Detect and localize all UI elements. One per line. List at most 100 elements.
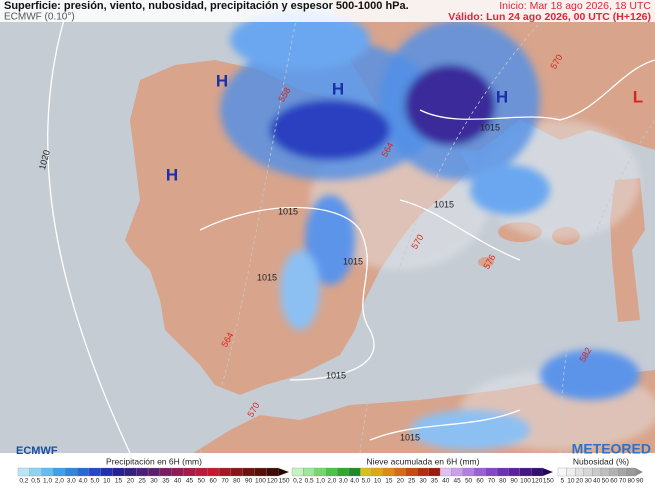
legend-label: 25 bbox=[139, 478, 147, 485]
legend-swatch bbox=[218, 467, 232, 477]
legend-label: 80 bbox=[499, 478, 507, 485]
legend-label: 0,5 bbox=[305, 478, 314, 485]
model: ECMWF (0.10°) bbox=[4, 12, 75, 23]
legend-swatch bbox=[635, 468, 643, 476]
legend-swatch bbox=[583, 467, 593, 477]
isobar-label: 1015 bbox=[343, 256, 363, 266]
isobar-label: 1015 bbox=[257, 272, 277, 282]
legend-label: 70 bbox=[221, 478, 229, 485]
pressure-center: H bbox=[332, 79, 344, 98]
legend-label: 20 bbox=[127, 478, 135, 485]
legend-label: 90 bbox=[636, 478, 644, 485]
legend-swatch bbox=[242, 467, 255, 477]
legend-swatch bbox=[147, 467, 161, 477]
title: Superficie: presión, viento, nubosidad, … bbox=[4, 0, 409, 12]
isobar-label: 1015 bbox=[434, 199, 454, 209]
legend-label: 20 bbox=[397, 478, 405, 485]
legend-label: 120 bbox=[531, 478, 542, 485]
legend-swatch bbox=[76, 467, 90, 477]
legend-swatch bbox=[600, 467, 610, 477]
legend-label: 30 bbox=[150, 478, 158, 485]
legend-swatch bbox=[183, 467, 196, 477]
legend-label: 100 bbox=[520, 478, 531, 485]
legend-swatch bbox=[542, 468, 553, 476]
legend-swatch bbox=[207, 467, 220, 477]
legend-label: 1,0 bbox=[43, 478, 52, 485]
legend-swatch bbox=[531, 467, 543, 477]
legend-swatch bbox=[348, 467, 361, 477]
legend-swatch bbox=[291, 467, 304, 477]
legend-label: 2,0 bbox=[327, 478, 336, 485]
legend-swatch bbox=[124, 467, 137, 477]
legend-label: 5,0 bbox=[90, 478, 99, 485]
legend-label: 150 bbox=[279, 478, 290, 485]
legend-swatch bbox=[65, 467, 78, 477]
legend-swatch bbox=[417, 467, 429, 477]
legend-swatch bbox=[159, 467, 172, 477]
legend-label: 60 bbox=[610, 478, 618, 485]
pressure-center: L bbox=[633, 87, 643, 106]
legend-swatch bbox=[496, 467, 509, 477]
legend-label: 50 bbox=[198, 478, 206, 485]
legend-swatch bbox=[266, 467, 279, 477]
legend-swatch bbox=[519, 467, 532, 477]
legend-label: 90 bbox=[245, 478, 253, 485]
legend-label: 40 bbox=[174, 478, 182, 485]
legend-swatch bbox=[382, 467, 395, 477]
legend-swatch bbox=[575, 467, 584, 477]
legend-label: 45 bbox=[186, 478, 194, 485]
legend-label: 0,2 bbox=[293, 478, 302, 485]
legend-title: Nieve acumulada en 6H (mm) bbox=[367, 456, 480, 466]
precipitation bbox=[220, 10, 640, 450]
legend-swatch bbox=[254, 467, 267, 477]
legend-swatch bbox=[337, 467, 350, 477]
legend-label: 3,0 bbox=[67, 478, 76, 485]
header-band bbox=[0, 0, 655, 22]
legend-swatch bbox=[474, 467, 486, 477]
legend-label: 70 bbox=[619, 478, 627, 485]
legend-swatch bbox=[195, 467, 208, 477]
legend-swatch bbox=[360, 467, 372, 477]
legend-label: 120 bbox=[267, 478, 278, 485]
legend-label: 3,0 bbox=[339, 478, 348, 485]
legend-label: 35 bbox=[431, 478, 439, 485]
pressure-center: H bbox=[496, 87, 508, 106]
legend-label: 2,0 bbox=[55, 478, 64, 485]
legend-label: 50 bbox=[602, 478, 610, 485]
legend-swatch bbox=[462, 467, 475, 477]
legend-swatch bbox=[326, 467, 338, 477]
legend-label: 80 bbox=[627, 478, 635, 485]
legend-label: 1,0 bbox=[316, 478, 325, 485]
legend-swatch bbox=[394, 467, 407, 477]
legend-swatch bbox=[17, 467, 30, 477]
legend-swatch bbox=[508, 467, 520, 477]
legend-label: 35 bbox=[162, 478, 170, 485]
legend-swatch bbox=[112, 467, 125, 477]
legend-label: 0,2 bbox=[19, 478, 28, 485]
legend-label: 30 bbox=[584, 478, 592, 485]
legend-label: 4,0 bbox=[79, 478, 88, 485]
legend-label: 10 bbox=[567, 478, 575, 485]
legend-label: 15 bbox=[385, 478, 393, 485]
legend-label: 100 bbox=[255, 478, 266, 485]
legend-swatch bbox=[405, 467, 418, 477]
legend-swatch bbox=[428, 467, 441, 477]
legend-swatch bbox=[88, 467, 101, 477]
legend-label: 0,5 bbox=[31, 478, 40, 485]
isobar-label: 1015 bbox=[480, 122, 500, 132]
legend-swatch bbox=[566, 467, 576, 477]
legend-label: 40 bbox=[442, 478, 450, 485]
isobars bbox=[46, 0, 655, 454]
legend-label: 25 bbox=[408, 478, 416, 485]
legend-label: 30 bbox=[419, 478, 427, 485]
legend-label: 60 bbox=[476, 478, 484, 485]
legend-swatch bbox=[29, 467, 42, 477]
pressure-center: H bbox=[166, 165, 178, 184]
isobar-label: 1015 bbox=[278, 206, 298, 216]
legend-label: 90 bbox=[511, 478, 519, 485]
legend-swatch bbox=[626, 467, 636, 477]
legend-swatch bbox=[609, 467, 619, 477]
legend-swatch bbox=[371, 467, 384, 477]
legend-swatch bbox=[314, 467, 327, 477]
